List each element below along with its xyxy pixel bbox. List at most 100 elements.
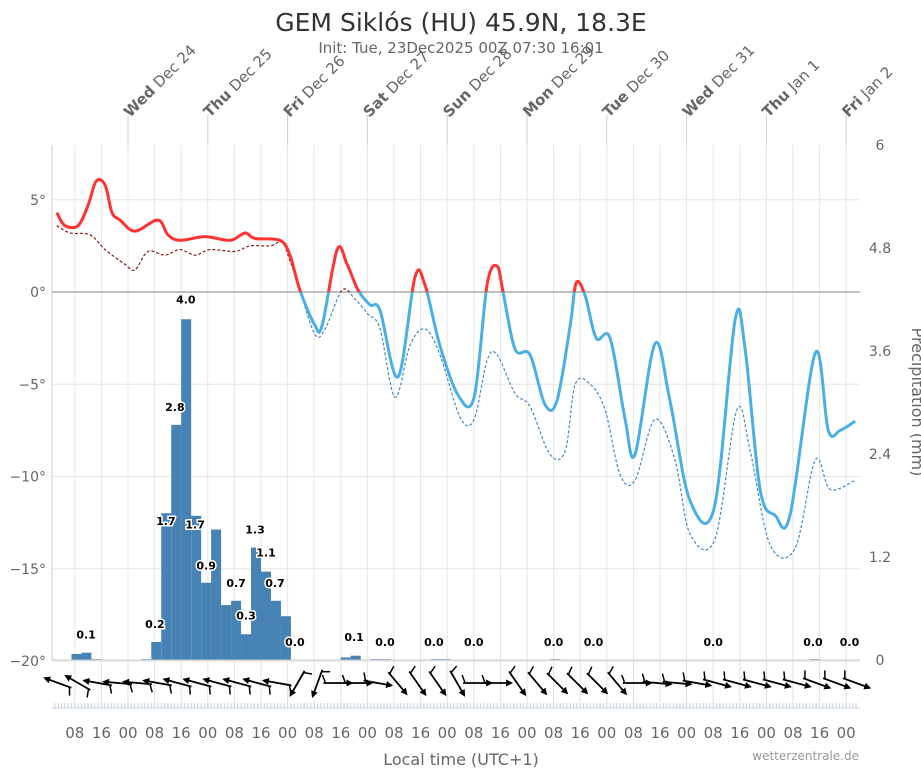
wind-arrow-shaft [186,679,212,688]
wind-arrow-head [804,681,812,689]
wind-arrow-head [43,676,51,684]
wind-arrow-head [385,681,394,689]
wind-arrow-icon [802,670,832,690]
wind-arrow-shaft [145,680,172,687]
wind-arrow-shaft [245,679,272,688]
wind-barb [248,686,251,695]
precip-bar [81,652,92,660]
wind-arrow-head [519,688,527,697]
precip-value-label: 2.8 [165,401,185,414]
day-label: Thu Dec 25 [200,45,276,121]
wind-arrow-icon [508,665,527,697]
wind-barb [149,683,153,693]
wind-arrow-shaft [822,677,848,688]
wind-barb [824,670,826,679]
wind-arrow-shaft [290,670,306,694]
precip-bar [171,424,182,660]
day-date: Dec 26 [295,52,348,105]
day-date: Dec 31 [705,41,758,94]
precip-bar [350,655,361,660]
wind-arrow-icon [408,665,427,697]
wind-arrow-head [64,675,73,682]
wind-arrow-head [162,677,171,685]
wind-arrow-head [222,677,230,685]
hour-tick-label: 16 [571,724,590,742]
wind-arrow-icon [289,670,313,697]
wind-arrow-shaft [387,671,406,693]
wind-arrow-shaft [842,677,868,688]
day-label: Wed Dec 24 [120,41,200,121]
precip-bar [280,616,291,660]
wind-barb [169,684,173,694]
precip-value-label: 0.0 [803,636,823,649]
hour-tick-label: 00 [118,724,137,742]
wind-arrow-head [202,677,210,685]
wind-arrow-head [784,681,792,689]
wind-arrow-icon [782,671,812,689]
precip-value-label: 0.0 [840,636,860,649]
wind-barb [461,674,466,684]
hour-tick-label: 00 [358,724,377,742]
left-axis-tick-label: −10° [9,470,46,486]
precip-bar [261,571,271,660]
wind-arrow-shaft [46,678,72,689]
precip-value-label: 0.1 [76,628,96,641]
wind-arrow-head [704,681,713,689]
left-axis-tick-label: 0° [30,285,46,301]
hour-tick-label: 08 [464,724,483,742]
wind-arrow-head [823,682,832,690]
precip-bar [71,653,82,660]
left-axis-tick-label: 5° [30,193,46,209]
precip-bar [191,515,202,660]
wind-arrow-head [764,681,772,689]
credit-label[interactable]: wetterzentrale.de [752,749,859,763]
wind-barb [86,688,90,698]
wind-arrow-icon [607,665,628,696]
wind-barb [388,665,395,675]
wind-arrow-head [242,677,250,685]
precip-bar [221,605,232,660]
wind-barb [68,687,71,696]
wind-arrow-icon [621,674,653,687]
wind-arrow-head [506,679,514,687]
temperature-lines [55,178,856,559]
hour-tick-label: 00 [517,724,536,742]
left-axis-tick-label: −5° [18,377,46,393]
wind-arrow-icon [722,671,752,689]
wind-arrow-icon [321,674,354,687]
wind-barb [321,670,331,673]
wind-barb [682,672,686,682]
wind-barb [661,673,666,683]
wind-arrow-shaft [586,672,606,693]
precip-bar [211,529,222,660]
hour-tick-label: 08 [704,724,723,742]
hour-tick-label: 16 [650,724,669,742]
wind-arrow-head [311,690,318,699]
hour-tick-label: 08 [65,724,84,742]
right-axis-title: Precipitation (mm) [908,328,921,477]
wind-arrow-shaft [566,672,586,693]
wind-arrow-shaft [722,678,749,687]
wind-arrow-icon [527,665,548,696]
wind-arrow-icon [311,669,331,699]
left-axis-tick-label: −15° [9,562,46,578]
wind-arrow-icon [387,665,408,696]
precip-value-label: 0.0 [584,636,604,649]
precip-value-label: 0.0 [703,636,723,649]
wind-barb [844,670,846,679]
wind-arrow-head [261,677,270,685]
hour-tick-label: 16 [331,724,350,742]
hour-tick-label: 08 [305,724,324,742]
wind-barb [703,671,706,680]
hour-tick-label: 16 [491,724,510,742]
wind-arrow-shaft [607,671,626,693]
precip-value-label: 0.0 [544,636,564,649]
day-label: Tue Dec 30 [599,47,673,121]
wind-arrow-shaft [642,680,669,685]
wind-barb [129,683,133,693]
wind-arrow-icon [461,674,494,687]
wind-arrow-shaft [762,678,789,687]
precip-bar [231,600,242,660]
wind-arrow-icon [842,670,872,690]
wind-arrow-shaft [67,676,91,691]
